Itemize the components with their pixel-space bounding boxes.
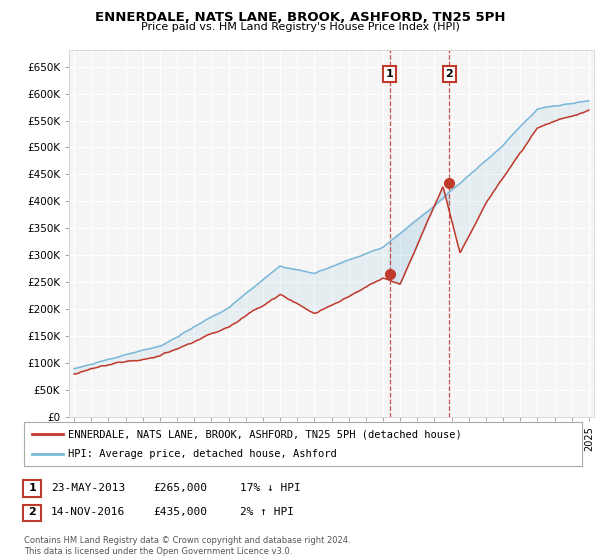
Text: Price paid vs. HM Land Registry's House Price Index (HPI): Price paid vs. HM Land Registry's House … bbox=[140, 22, 460, 32]
Text: 14-NOV-2016: 14-NOV-2016 bbox=[51, 507, 125, 517]
Text: 2: 2 bbox=[29, 507, 36, 517]
Text: ENNERDALE, NATS LANE, BROOK, ASHFORD, TN25 5PH (detached house): ENNERDALE, NATS LANE, BROOK, ASHFORD, TN… bbox=[68, 429, 461, 439]
Text: Contains HM Land Registry data © Crown copyright and database right 2024.
This d: Contains HM Land Registry data © Crown c… bbox=[24, 536, 350, 556]
Text: 1: 1 bbox=[29, 483, 36, 493]
Text: ENNERDALE, NATS LANE, BROOK, ASHFORD, TN25 5PH: ENNERDALE, NATS LANE, BROOK, ASHFORD, TN… bbox=[95, 11, 505, 24]
Text: 1: 1 bbox=[386, 69, 394, 80]
Text: 17% ↓ HPI: 17% ↓ HPI bbox=[240, 483, 301, 493]
Text: 23-MAY-2013: 23-MAY-2013 bbox=[51, 483, 125, 493]
Text: £265,000: £265,000 bbox=[153, 483, 207, 493]
Text: 2: 2 bbox=[445, 69, 453, 80]
Text: £435,000: £435,000 bbox=[153, 507, 207, 517]
Text: HPI: Average price, detached house, Ashford: HPI: Average price, detached house, Ashf… bbox=[68, 449, 336, 459]
Text: 2% ↑ HPI: 2% ↑ HPI bbox=[240, 507, 294, 517]
